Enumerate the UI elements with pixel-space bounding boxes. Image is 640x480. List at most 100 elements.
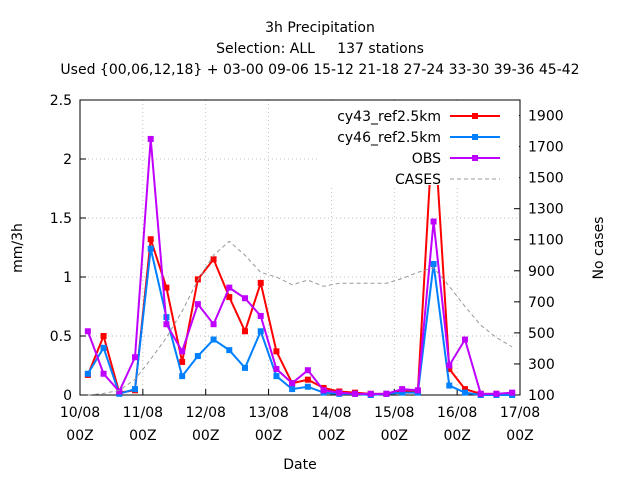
chart-subtitle: Selection: ALL 137 stations <box>216 41 424 57</box>
data-point-cy46-ref2-5km <box>100 344 107 351</box>
data-point-obs <box>430 218 437 225</box>
data-point-cy46-ref2-5km <box>147 245 154 252</box>
y-tick-label: 2 <box>63 152 72 168</box>
y2-tick-label: 700 <box>528 295 555 311</box>
data-point-cy43-ref2-5km <box>226 294 233 301</box>
x-tick-label: 00Z <box>443 428 470 444</box>
y-tick-label: 2.5 <box>50 93 72 109</box>
data-point-cy43-ref2-5km <box>179 358 186 365</box>
x-axis-label: Date <box>283 457 316 473</box>
data-point-cy43-ref2-5km <box>210 256 217 263</box>
y-tick-label: 0.5 <box>50 329 72 345</box>
x-tick-label: 00Z <box>318 428 345 444</box>
series-line-cy46-ref2-5km <box>87 248 513 397</box>
data-point-obs <box>462 336 468 343</box>
chart-title: 3h Precipitation <box>265 20 375 36</box>
data-point-obs <box>336 389 343 396</box>
plot-frame <box>79 99 521 396</box>
y2-tick-label: 500 <box>528 326 555 342</box>
x-tick-label: 11/08 <box>123 405 163 421</box>
chart-subtitle-2: Used {00,06,12,18} + 03-00 09-06 15-12 2… <box>60 62 580 78</box>
legend-label-cy43-ref2-5km: cy43_ref2.5km <box>337 109 441 125</box>
data-point-obs <box>477 390 484 397</box>
y-axis-label: mm/3h <box>10 223 26 273</box>
x-tick-label: 00Z <box>66 428 93 444</box>
series-line-obs <box>86 138 513 395</box>
legend: cy43_ref2.5km cy46_ref2.5km OBS CASES <box>318 101 519 188</box>
x-tick-label: 17/08 <box>500 405 540 421</box>
data-point-obs <box>493 390 500 397</box>
data-point-cy43-ref2-5km <box>163 284 170 291</box>
data-point-cy46-ref2-5km <box>132 386 138 393</box>
data-point-cy43-ref2-5km <box>304 376 311 383</box>
y-tick-label: 1.5 <box>50 211 72 227</box>
axis-layer: 0 0.5 1 1.5 2 2.5 100 300 500 700 900 1100 1300 1500 1… <box>50 93 564 444</box>
data-point-cy46-ref2-5km <box>304 383 311 390</box>
x-tick-label: 14/08 <box>311 405 351 421</box>
grid-layer <box>80 100 520 395</box>
x-tick-label: 00Z <box>192 428 219 444</box>
data-point-cy46-ref2-5km <box>210 336 217 343</box>
series-layer <box>84 111 516 398</box>
data-point-cy46-ref2-5km <box>289 386 296 393</box>
data-point-cy43-ref2-5km <box>273 348 280 355</box>
data-point-cy43-ref2-5km <box>446 366 453 373</box>
data-point-cy46-ref2-5km <box>242 364 248 371</box>
data-point-cy46-ref2-5km <box>273 373 280 380</box>
data-point-cy46-ref2-5km <box>257 328 264 335</box>
data-point-cy43-ref2-5km <box>147 236 154 243</box>
data-point-obs <box>273 366 280 373</box>
legend-marker-cy46-ref2-5km <box>472 134 478 140</box>
y2-tick-label: 1700 <box>528 140 564 156</box>
x-tick-label: 12/08 <box>186 405 226 421</box>
legend-label-cy46-ref2-5km: cy46_ref2.5km <box>337 130 441 146</box>
y2-axis-label: No cases <box>591 217 607 280</box>
x-tick-label: 13/08 <box>248 405 288 421</box>
x-tick-label: 00Z <box>129 428 156 444</box>
legend-marker-cy43-ref2-5km <box>472 113 478 119</box>
x-tick-label: 10/08 <box>60 405 100 421</box>
data-point-obs <box>242 295 248 302</box>
x-tick-label: 00Z <box>506 428 533 444</box>
data-point-cy46-ref2-5km <box>430 261 437 268</box>
x-tick-label: 00Z <box>381 428 408 444</box>
data-point-obs <box>352 390 358 397</box>
y2-tick-label: 1100 <box>528 233 564 249</box>
data-point-obs <box>446 362 453 369</box>
data-point-obs <box>226 284 233 291</box>
series-line-cy43-ref2-5km <box>86 114 513 395</box>
y2-tick-label: 100 <box>528 388 555 404</box>
data-point-obs <box>367 390 374 397</box>
data-point-cy43-ref2-5km <box>100 333 107 339</box>
data-point-obs <box>84 328 91 335</box>
y2-tick-label: 1500 <box>528 171 564 187</box>
series-line-cases <box>87 240 513 396</box>
data-point-cy46-ref2-5km <box>446 382 453 389</box>
y2-tick-label: 300 <box>528 357 555 373</box>
data-point-obs <box>210 321 217 328</box>
legend-marker-obs <box>472 155 478 161</box>
data-point-cy43-ref2-5km <box>242 328 248 335</box>
data-point-obs <box>289 380 296 387</box>
data-point-cy46-ref2-5km <box>179 373 186 380</box>
data-point-obs <box>257 312 264 319</box>
y2-tick-label: 1900 <box>528 109 564 125</box>
y-tick-label: 0 <box>63 388 72 404</box>
data-point-obs <box>163 321 170 328</box>
data-point-cy46-ref2-5km <box>399 389 406 396</box>
data-point-cy46-ref2-5km <box>462 389 468 396</box>
data-point-obs <box>414 387 421 394</box>
data-point-obs <box>304 367 311 374</box>
x-tick-label: 15/08 <box>374 405 414 421</box>
data-point-cy43-ref2-5km <box>257 279 264 286</box>
data-point-obs <box>509 389 516 396</box>
data-point-obs <box>147 135 154 142</box>
data-point-obs <box>320 387 327 394</box>
data-point-obs <box>179 348 186 355</box>
data-point-obs <box>132 354 138 361</box>
y-tick-label: 1 <box>63 270 72 286</box>
data-point-obs <box>383 390 390 397</box>
x-tick-label: 00Z <box>255 428 282 444</box>
data-point-cy46-ref2-5km <box>226 347 233 354</box>
